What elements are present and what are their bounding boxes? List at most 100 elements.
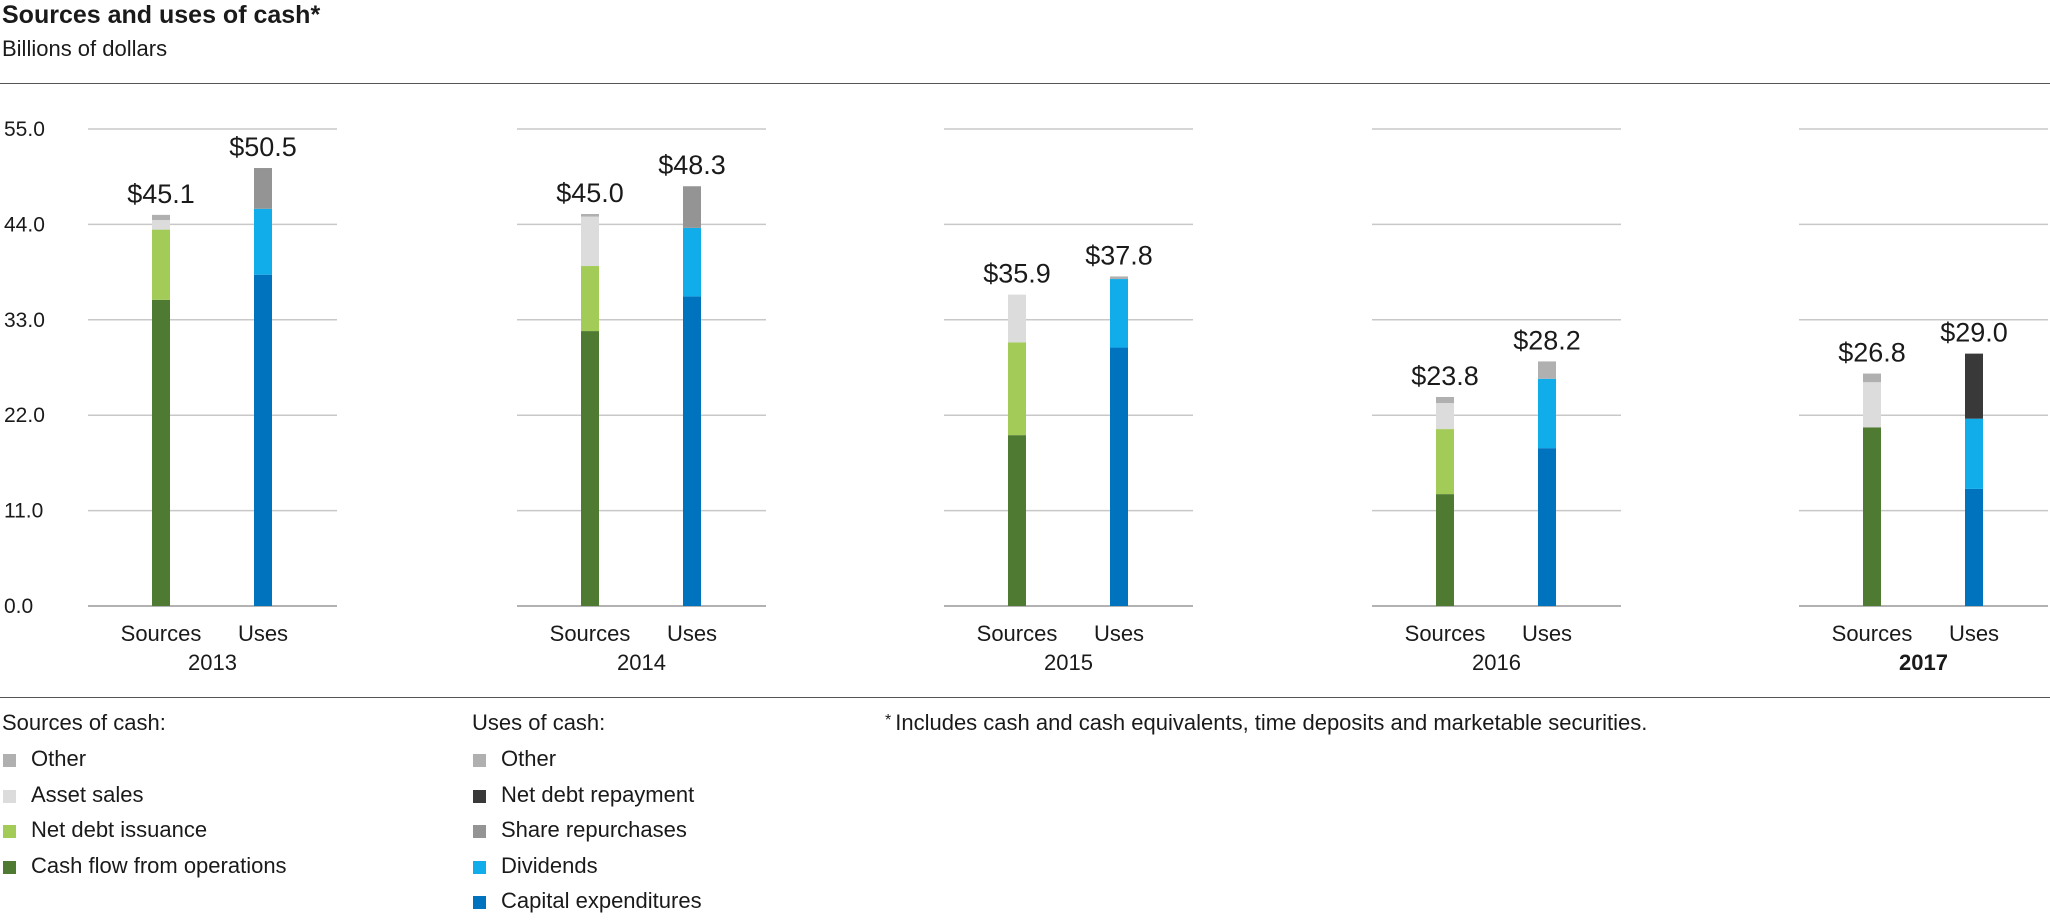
bar-segment-capital-expenditures	[1538, 448, 1556, 606]
bar-segment-net-debt-repayment	[1965, 353, 1983, 419]
legend-sources-item: Other	[2, 744, 287, 780]
legend-sources-item: Cash flow from operations	[2, 851, 287, 887]
bar-total-label: $45.0	[556, 178, 624, 208]
legend-swatch	[473, 896, 486, 909]
legend-sources-item: Asset sales	[2, 780, 287, 816]
legend-uses-item: Net debt repayment	[472, 780, 702, 816]
chart-subtitle: Billions of dollars	[2, 36, 168, 61]
bar-total-label: $37.8	[1085, 240, 1153, 270]
bar-segment-other	[152, 214, 170, 221]
bar-segment-cash-flow-from-operations	[1863, 427, 1881, 606]
bar-segment-net-debt-issuance	[581, 266, 599, 332]
bar-segment-dividends	[1110, 279, 1128, 348]
bar-segment-asset-sales	[1008, 294, 1026, 343]
legend-swatch	[3, 789, 16, 803]
legend-label: Net debt repayment	[501, 781, 695, 807]
bar-total-label: $48.3	[658, 150, 726, 180]
bar-segment-dividends	[1965, 418, 1983, 489]
bar-segment-dividends	[683, 227, 701, 297]
chart-title: Sources and uses of cash*	[2, 1, 321, 29]
bar-category-label: Uses	[1522, 621, 1572, 646]
legend-sources-item: Net debt issuance	[2, 815, 287, 851]
bar-total-label: $28.2	[1513, 325, 1581, 355]
bar-category-label: Sources	[550, 621, 631, 646]
bar-segment-capital-expenditures	[683, 296, 701, 606]
y-tick-label: 11.0	[4, 500, 43, 523]
year-label: 2016	[1472, 650, 1521, 675]
legend-label: Share repurchases	[501, 817, 687, 842]
bar-category-label: Uses	[1094, 621, 1144, 646]
bar-category-label: Sources	[121, 621, 202, 646]
bar-segment-share-repurchases	[683, 186, 701, 228]
bar-segment-cash-flow-from-operations	[1008, 435, 1026, 606]
legend-sources-heading: Sources of cash:	[2, 710, 166, 735]
legend-swatch	[473, 825, 486, 838]
footnote-text: Includes cash and cash equivalents, time…	[895, 710, 1648, 735]
bar-segment-capital-expenditures	[1110, 347, 1128, 606]
bar-segment-other	[581, 213, 599, 217]
stacked-bar-chart: 0.0 11.0 22.0 33.0 44.0 55.0 $45.1 Sources $50.5…	[4, 118, 2048, 675]
legend-uses-item: Dividends	[472, 851, 702, 887]
y-tick-label: 33.0	[4, 309, 45, 332]
year-label: 2017	[1899, 650, 1948, 675]
y-tick-label: 44.0	[4, 213, 45, 236]
bar-segment-asset-sales	[1863, 382, 1881, 428]
legend-label: Other	[31, 746, 87, 771]
legend-label: Cash flow from operations	[31, 852, 287, 878]
bar-segment-cash-flow-from-operations	[581, 331, 599, 606]
bar-segment-net-debt-issuance	[1008, 342, 1026, 436]
bar-segment-other	[1863, 373, 1881, 383]
bar-segment-dividends	[1538, 378, 1556, 449]
y-tick-label: 22.0	[4, 404, 45, 427]
bar-segment-other	[1436, 396, 1454, 404]
legend-uses-heading: Uses of cash:	[472, 710, 606, 735]
bar-total-label: $50.5	[229, 132, 297, 162]
legend-label: Net debt issuance	[31, 817, 208, 842]
bar-segment-asset-sales	[1436, 403, 1454, 430]
bar-segment-share-repurchases	[254, 168, 272, 209]
footnote: * Includes cash and cash equivalents, tim…	[885, 708, 1647, 738]
bar-segment-net-debt-issuance	[1436, 429, 1454, 495]
legend-swatch	[3, 860, 16, 874]
year-label: 2014	[617, 650, 666, 675]
bar-total-label: $23.8	[1411, 361, 1479, 391]
bar-segment-cash-flow-from-operations	[152, 299, 170, 606]
bar-category-label: Sources	[977, 621, 1058, 646]
bar-category-label: Sources	[1832, 621, 1913, 646]
legend-swatch	[473, 789, 486, 803]
bar-total-label: $35.9	[983, 259, 1051, 289]
bar-total-label: $26.8	[1838, 338, 1906, 368]
top-divider	[0, 83, 2050, 84]
bottom-divider	[0, 697, 2050, 698]
bar-segment-capital-expenditures	[254, 274, 272, 606]
legend-sources: Sources of cash: Other Asset sales Net deb…	[2, 708, 287, 886]
y-tick-label: 55.0	[4, 118, 45, 141]
bar-category-label: Uses	[1949, 621, 1999, 646]
legend-swatch	[3, 754, 16, 767]
bar-total-label: $45.1	[127, 179, 195, 209]
bar-segment-other	[1110, 276, 1128, 280]
legend-label: Capital expenditures	[501, 888, 702, 913]
bar-segment-net-debt-issuance	[152, 229, 170, 300]
bar-category-label: Uses	[667, 621, 717, 646]
bar-category-label: Sources	[1405, 621, 1486, 646]
legend-uses-item: Capital expenditures	[472, 886, 702, 922]
bar-segment-cash-flow-from-operations	[1436, 494, 1454, 606]
year-label: 2013	[188, 650, 237, 675]
bar-segment-other	[1538, 361, 1556, 379]
bar-total-label: $29.0	[1940, 318, 2008, 348]
y-tick-label: 0.0	[4, 595, 33, 618]
bar-segment-asset-sales	[152, 220, 170, 230]
bar-segment-dividends	[254, 208, 272, 275]
legend-swatch	[473, 754, 486, 767]
bar-segment-capital-expenditures	[1965, 488, 1983, 606]
legend-swatch	[473, 860, 486, 874]
legend-label: Other	[501, 746, 557, 771]
footnote-marker: *	[885, 712, 892, 729]
bar-segment-asset-sales	[581, 216, 599, 267]
legend-label: Dividends	[501, 852, 598, 878]
legend-uses: Uses of cash: Other Net debt repayment Sha…	[472, 708, 702, 922]
legend-uses-item: Other	[472, 744, 702, 780]
legend-swatch	[3, 825, 16, 838]
legend-uses-item: Share repurchases	[472, 815, 702, 851]
